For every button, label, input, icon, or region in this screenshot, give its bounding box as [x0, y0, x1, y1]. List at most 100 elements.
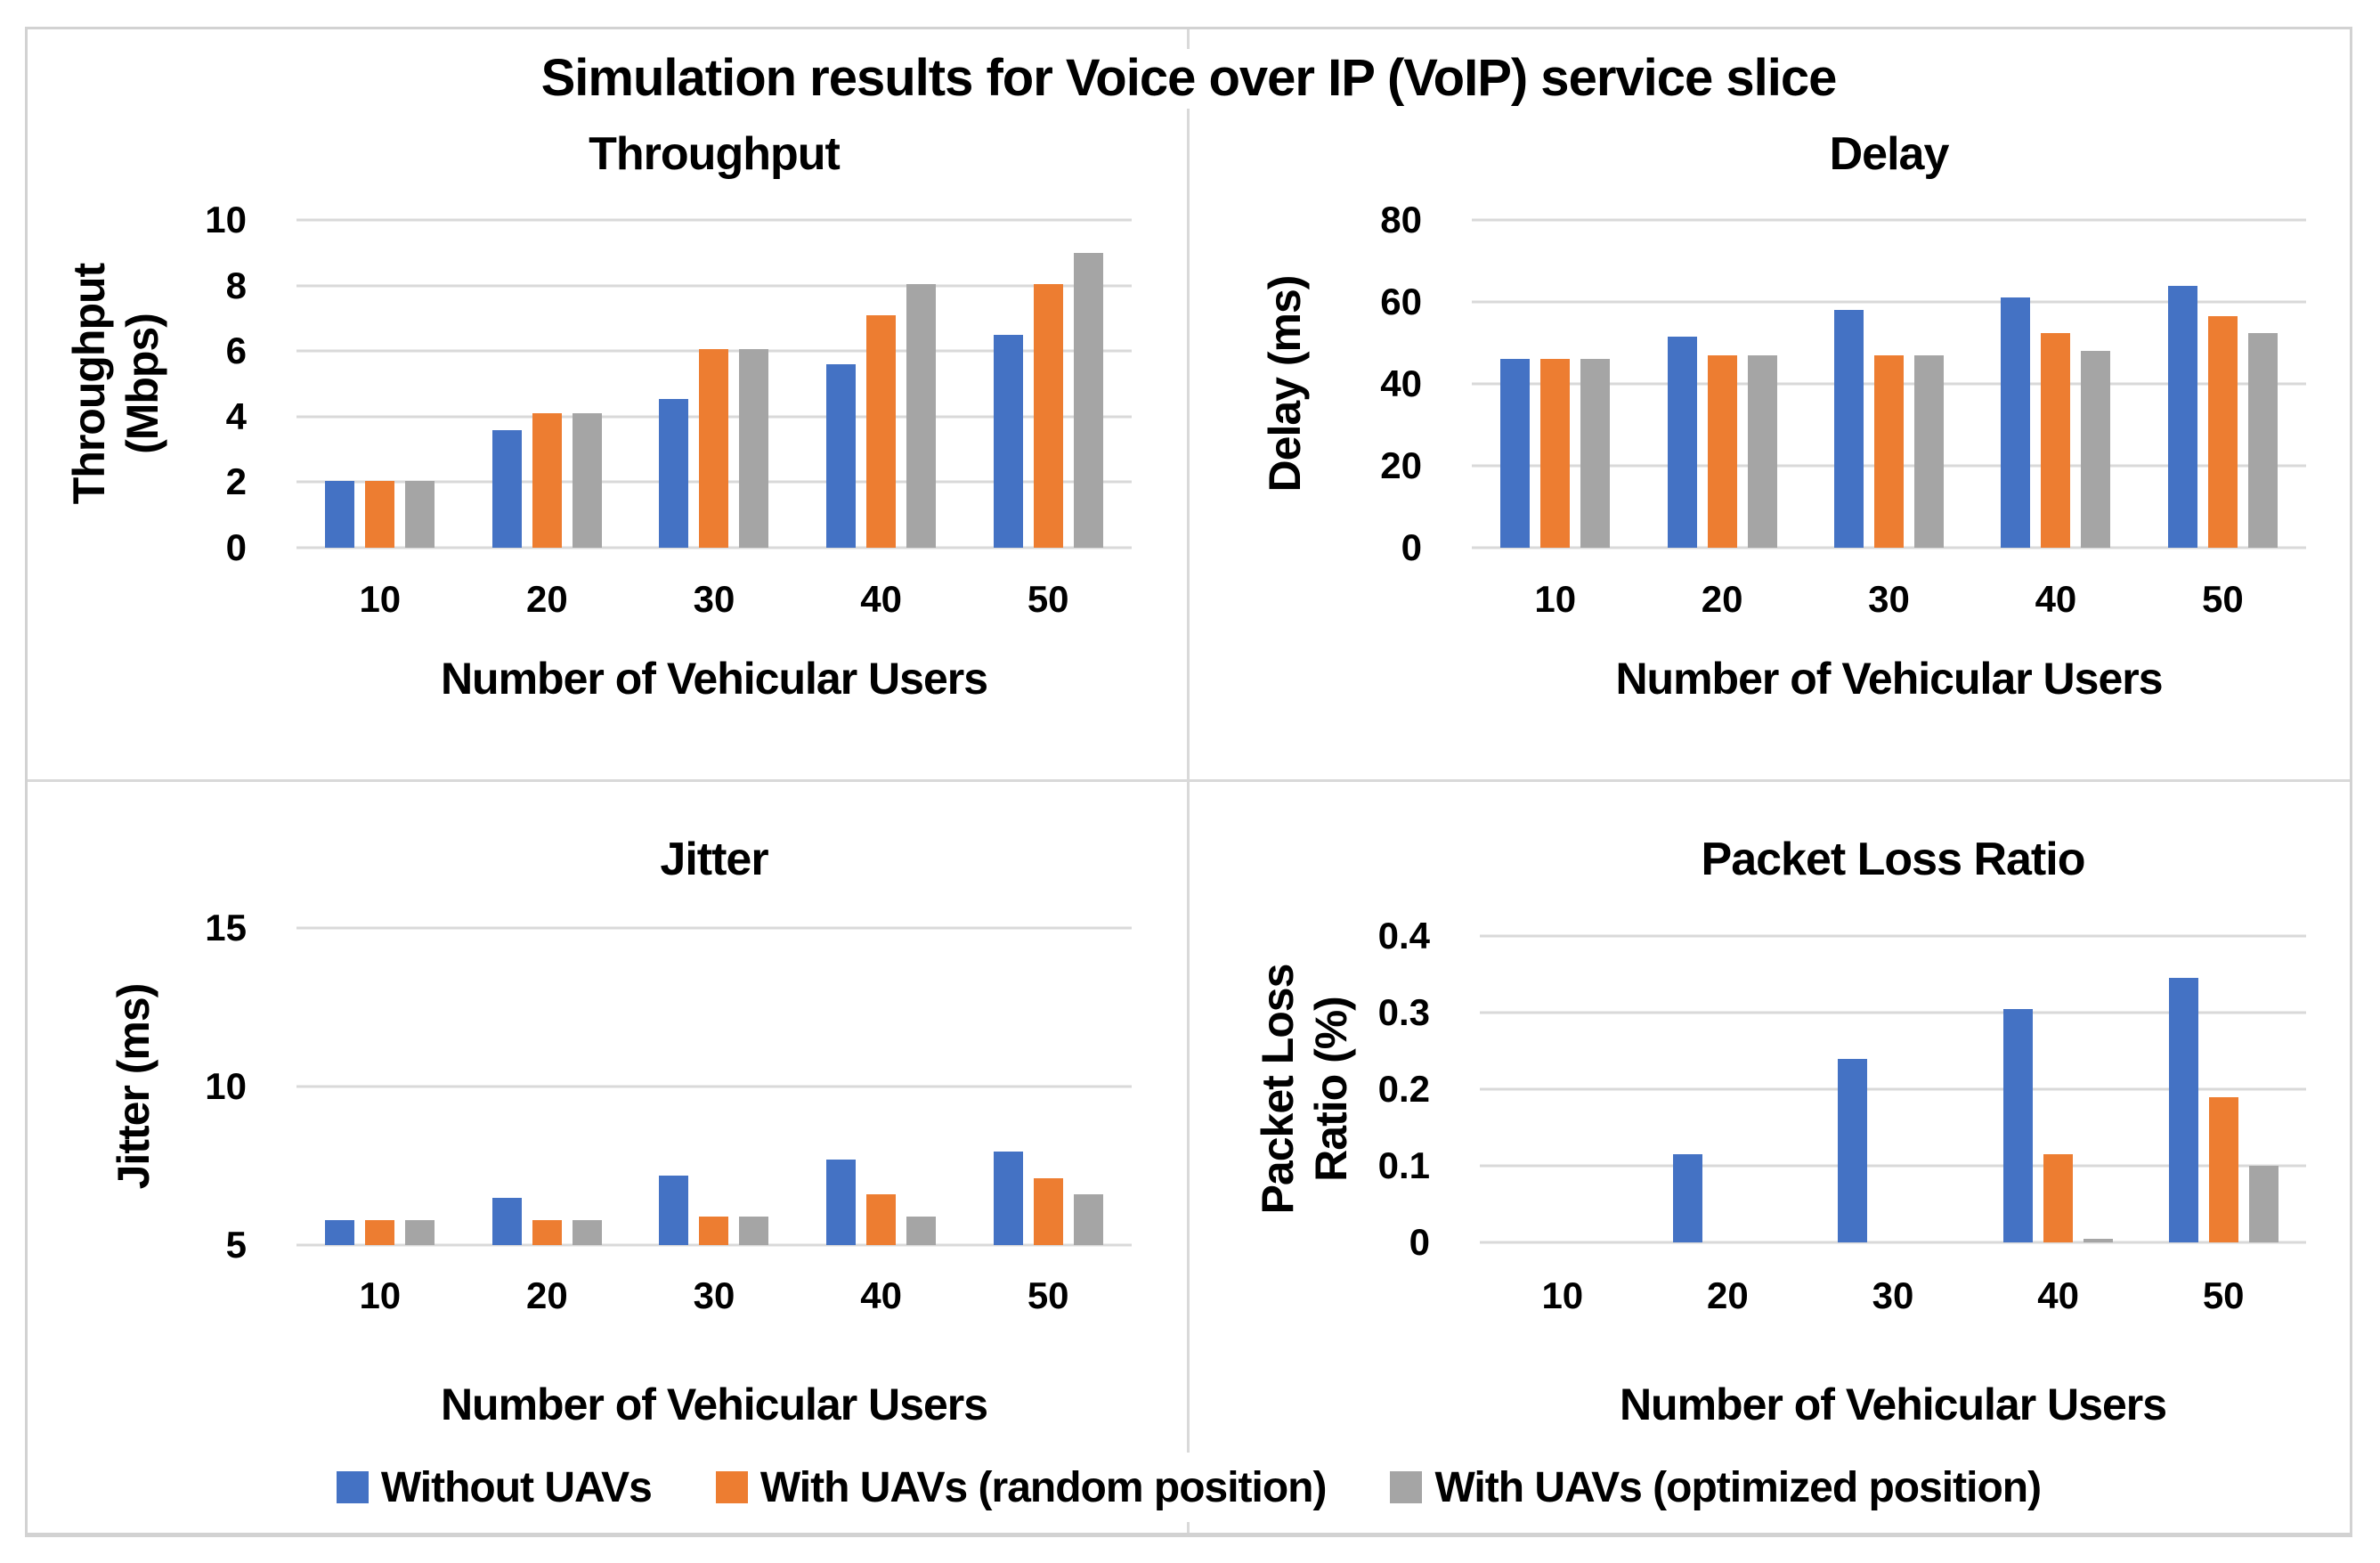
- legend-item-without-uavs: Without UAVs: [336, 1463, 653, 1512]
- chart-title-jitter: Jitter: [660, 834, 768, 885]
- y-tick-label: 15: [205, 907, 247, 948]
- bar-with-uavs-random-position--30: [1873, 354, 1904, 548]
- gridline: [296, 926, 1132, 930]
- bar-with-uavs-optimized-position--50: [1073, 1194, 1103, 1245]
- bar-without-uavs-10: [325, 480, 355, 548]
- bar-with-uavs-random-position--50: [2208, 1096, 2238, 1242]
- bar-groups: [1472, 220, 2306, 548]
- bar-with-uavs-optimized-position--30: [1913, 354, 1944, 548]
- x-tick-label: 30: [1872, 1274, 1914, 1316]
- x-tick-label: 50: [2202, 1274, 2245, 1316]
- bar-with-uavs-random-position--50: [1033, 1178, 1063, 1245]
- plot-area-packet-loss-ratio: 0 0.1 0.2 0.3 0.4: [1378, 917, 2306, 1261]
- bar-group-50: [993, 220, 1103, 548]
- bar-group-10: [325, 220, 435, 548]
- bar-group-20: [1672, 936, 1783, 1242]
- x-tick-label: 40: [860, 1274, 902, 1316]
- plot-area-jitter: 5 10 15: [205, 909, 1132, 1264]
- x-axis-title-jitter: Number of Vehicular Users: [440, 1380, 988, 1429]
- bar-with-uavs-random-position--40: [866, 1194, 897, 1245]
- bar-without-uavs-20: [491, 429, 522, 548]
- x-tick-label: 30: [693, 578, 735, 620]
- bar-without-uavs-20: [491, 1197, 522, 1245]
- figure-title-row: Simulation results for Voice over IP (Vo…: [28, 49, 2350, 109]
- y-tick-label: 5: [225, 1224, 247, 1266]
- gridline: [1480, 1087, 2306, 1091]
- bar-group-10: [325, 928, 435, 1245]
- bar-with-uavs-optimized-position--40: [2081, 351, 2111, 548]
- x-tick-label: 10: [1534, 578, 1577, 620]
- y-tick-label: 0: [1409, 1221, 1430, 1263]
- x-axis-title-throughput: Number of Vehicular Users: [440, 654, 988, 704]
- x-tick-label: 20: [526, 1274, 568, 1316]
- bar-with-uavs-optimized-position--50: [2247, 332, 2278, 548]
- x-tick-label: 10: [359, 578, 402, 620]
- bar-group-50: [2167, 220, 2278, 548]
- bar-with-uavs-random-position--30: [699, 349, 729, 548]
- legend-swatch-orange: [715, 1471, 748, 1503]
- x-tick-label: 50: [2201, 578, 2244, 620]
- x-tick-labels-throughput: 10 20 30 40 50: [296, 578, 1132, 621]
- bar-with-uavs-random-position--20: [532, 413, 562, 548]
- gridline: [296, 1085, 1132, 1088]
- bar-without-uavs-20: [1667, 337, 1697, 548]
- x-tick-label: 40: [860, 578, 902, 620]
- bar-with-uavs-random-position--40: [866, 314, 897, 548]
- bar-with-uavs-random-position--50: [2207, 316, 2238, 548]
- bar-group-10: [1507, 936, 1617, 1242]
- y-axis-title-line: Throughput: [64, 263, 114, 505]
- figure-title: Simulation results for Voice over IP (Vo…: [516, 49, 1862, 109]
- bar-with-uavs-optimized-position--10: [405, 1219, 435, 1245]
- bar-with-uavs-random-position--40: [2041, 332, 2071, 548]
- x-tick-labels-delay: 10 20 30 40 50: [1472, 578, 2306, 621]
- chart-title-throughput: Throughput: [589, 128, 841, 180]
- y-tick-label: 0: [225, 526, 247, 568]
- bar-without-uavs-30: [659, 398, 689, 548]
- gridline: [1472, 300, 2306, 304]
- bar-without-uavs-50: [2168, 978, 2198, 1242]
- bar-with-uavs-random-position--10: [365, 480, 395, 548]
- bar-with-uavs-optimized-position--30: [739, 349, 769, 548]
- bar-groups: [296, 220, 1132, 548]
- gridline: [1472, 218, 2306, 222]
- legend-swatch-gray: [1390, 1471, 1423, 1503]
- y-tick-label: 10: [205, 1065, 247, 1107]
- bar-with-uavs-random-position--20: [1707, 354, 1737, 548]
- bar-without-uavs-40: [826, 1159, 857, 1245]
- legend-label: Without UAVs: [380, 1463, 653, 1511]
- y-tick-label: 10: [205, 199, 247, 240]
- y-tick-label: 20: [1380, 444, 1422, 486]
- x-tick-label: 50: [1027, 578, 1069, 620]
- legend-label: With UAVs (optimized position): [1434, 1463, 2042, 1511]
- y-tick-label: 0.4: [1377, 915, 1430, 957]
- bar-with-uavs-random-position--20: [532, 1219, 562, 1245]
- y-axis-title-line: Delay (ms): [1260, 275, 1310, 493]
- plot-area-delay: 0 20 40 60 80: [1380, 201, 2306, 566]
- y-tick-label: 6: [225, 330, 247, 372]
- y-tick-label: 4: [225, 395, 247, 437]
- bar-group-30: [659, 928, 769, 1245]
- bar-without-uavs-30: [1838, 1058, 1868, 1242]
- x-tick-label: 20: [526, 578, 568, 620]
- bar-without-uavs-50: [993, 1151, 1023, 1245]
- plot-area-throughput: 0 2 4 6 8 10: [205, 201, 1132, 566]
- legend: Without UAVs With UAVs (random position)…: [28, 1453, 2350, 1522]
- y-tick-label: 0.1: [1377, 1144, 1430, 1186]
- bar-without-uavs-40: [2003, 1008, 2034, 1242]
- bar-without-uavs-50: [2167, 285, 2197, 548]
- x-axis-title-packet-loss-ratio: Number of Vehicular Users: [1619, 1380, 2167, 1429]
- chart-title-delay: Delay: [1829, 128, 1950, 180]
- bar-with-uavs-optimized-position--40: [2084, 1238, 2114, 1242]
- bar-with-uavs-random-position--10: [1540, 359, 1571, 548]
- bar-group-20: [491, 220, 602, 548]
- bar-group-30: [1833, 220, 1944, 548]
- bar-group-50: [993, 928, 1103, 1245]
- gridline: [1480, 1241, 2306, 1244]
- bar-with-uavs-optimized-position--50: [1073, 252, 1103, 548]
- y-tick-label: 80: [1380, 199, 1422, 240]
- x-tick-labels-packet-loss-ratio: 10 20 30 40 50: [1480, 1274, 2306, 1317]
- gridline: [1480, 1164, 2306, 1168]
- bar-group-40: [2003, 936, 2114, 1242]
- x-tick-label: 20: [1707, 1274, 1749, 1316]
- gridline: [1472, 546, 2306, 549]
